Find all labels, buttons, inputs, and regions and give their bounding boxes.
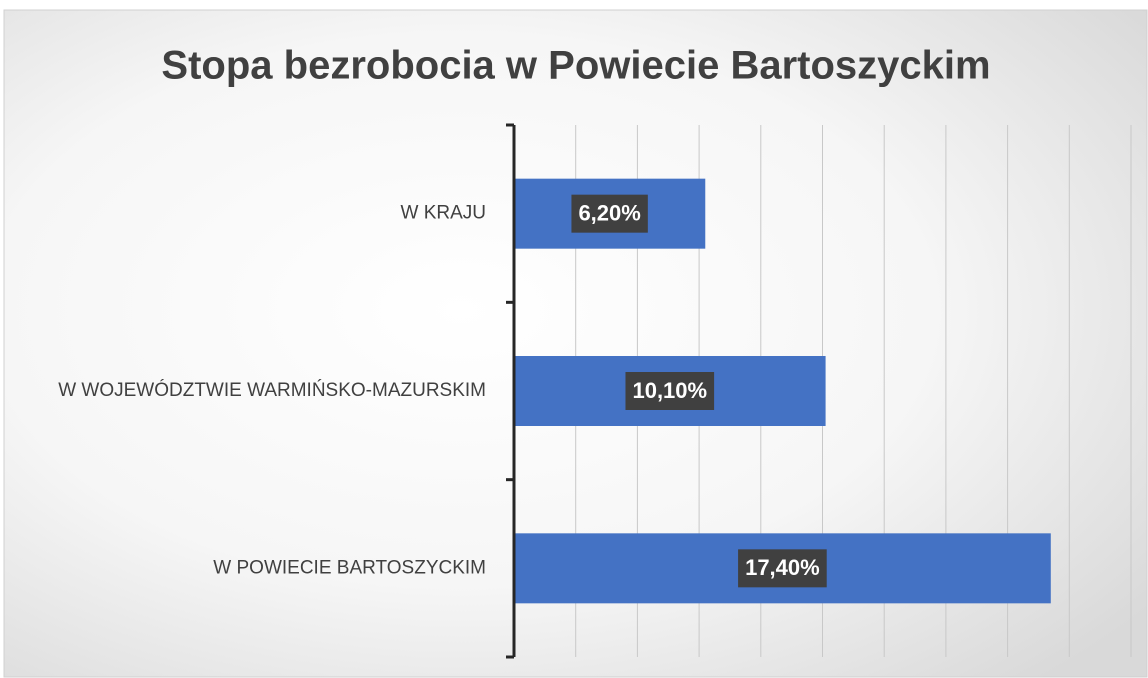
data-label-box <box>738 549 827 588</box>
data-label-box <box>571 194 648 233</box>
data-label: 6,20% <box>578 200 640 225</box>
y-tick-label: W WOJEWÓDZTWIE WARMIŃSKO-MAZURSKIM <box>58 379 486 401</box>
data-label: 17,40% <box>745 555 820 580</box>
chart-title: Stopa bezrobocia w Powiecie Bartoszyckim <box>161 44 990 88</box>
y-tick-label: W KRAJU <box>401 203 487 224</box>
data-label: 10,10% <box>632 378 707 403</box>
data-label-box <box>625 372 715 410</box>
y-tick-label: W POWIECIE BARTOSZYCKIM <box>213 557 486 578</box>
